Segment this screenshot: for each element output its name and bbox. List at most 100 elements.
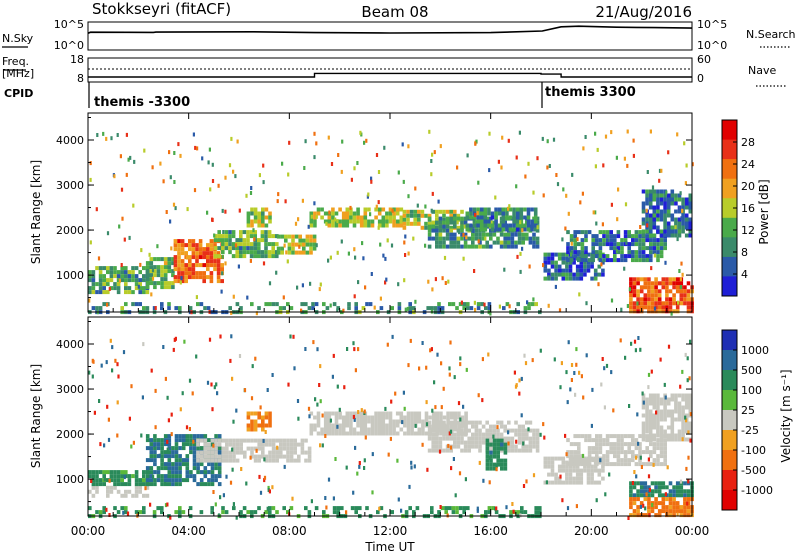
- data-cell: [637, 441, 640, 446]
- data-cell: [172, 202, 176, 207]
- data-cell: [510, 440, 515, 445]
- data-cell: [636, 309, 640, 314]
- data-cell: [349, 211, 353, 216]
- data-cell: [535, 436, 540, 441]
- data-cell: [670, 225, 675, 230]
- data-cell: [612, 408, 615, 413]
- data-cell: [253, 211, 258, 216]
- data-cell: [642, 400, 645, 405]
- data-cell: [214, 446, 218, 451]
- data-cell: [636, 297, 640, 302]
- data-cell: [460, 236, 464, 241]
- data-cell: [289, 446, 294, 451]
- freq-tick-top: 18: [70, 53, 84, 66]
- data-cell: [677, 229, 682, 234]
- data-cell: [116, 282, 121, 287]
- data-cell: [657, 493, 662, 498]
- data-cell: [195, 354, 198, 359]
- data-cell: [570, 363, 574, 367]
- data-cell: [648, 189, 653, 194]
- data-cell: [647, 277, 651, 282]
- data-cell: [356, 431, 360, 436]
- data-cell: [575, 480, 580, 485]
- data-cell: [174, 438, 179, 443]
- data-cell: [142, 306, 146, 311]
- data-cell: [654, 285, 658, 290]
- data-cell: [489, 311, 492, 316]
- data-cell: [666, 413, 671, 418]
- data-cell: [184, 243, 188, 248]
- data-cell: [636, 481, 640, 486]
- data-cell: [413, 464, 416, 469]
- data-cell: [219, 334, 222, 339]
- data-cell: [377, 423, 382, 428]
- data-cell: [300, 442, 305, 447]
- data-cell: [681, 393, 685, 398]
- data-cell: [370, 423, 375, 428]
- data-cell: [178, 466, 182, 471]
- data-cell: [113, 506, 117, 511]
- data-cell: [196, 446, 200, 451]
- data-cell: [639, 301, 644, 306]
- data-cell: [228, 442, 233, 447]
- data-cell: [547, 272, 551, 277]
- data-cell: [160, 269, 164, 274]
- data-cell: [672, 505, 676, 510]
- data-cell: [142, 274, 146, 279]
- data-cell: [131, 290, 135, 295]
- data-cell: [88, 286, 92, 291]
- data-cell: [142, 493, 146, 498]
- data-cell: [221, 510, 225, 515]
- data-cell: [632, 497, 637, 502]
- data-cell: [349, 423, 353, 428]
- data-cell: [185, 454, 190, 459]
- data-cell: [654, 497, 658, 502]
- data-cell: [648, 413, 653, 418]
- data-cell: [89, 161, 92, 166]
- data-cell: [460, 428, 464, 433]
- data-cell: [609, 238, 613, 243]
- data-cell: [250, 219, 254, 224]
- data-cell: [207, 438, 211, 443]
- data-cell: [431, 224, 435, 229]
- data-cell: [597, 472, 602, 477]
- data-cell: [494, 207, 498, 212]
- data-cell: [390, 510, 394, 515]
- data-cell: [300, 308, 303, 313]
- data-cell: [202, 275, 206, 280]
- data-cell: [264, 234, 268, 239]
- data-cell: [304, 438, 308, 443]
- data-cell: [199, 462, 204, 467]
- data-cell: [627, 450, 631, 455]
- data-cell: [643, 305, 648, 310]
- data-cell: [211, 162, 214, 167]
- data-cell: [499, 244, 504, 249]
- data-cell: [385, 431, 389, 436]
- data-cell: [652, 193, 657, 198]
- data-cell: [533, 207, 538, 212]
- data-cell: [302, 238, 306, 243]
- data-cell: [573, 230, 577, 235]
- data-cell: [656, 409, 660, 414]
- data-cell: [192, 439, 195, 444]
- data-cell: [648, 409, 653, 414]
- data-cell: [167, 474, 172, 479]
- data-cell: [221, 446, 225, 451]
- data-cell: [192, 478, 197, 483]
- data-cell: [670, 393, 675, 398]
- data-cell: [463, 244, 468, 249]
- data-cell: [106, 278, 110, 283]
- data-cell: [138, 478, 142, 483]
- data-cell: [616, 250, 621, 255]
- data-cell: [485, 244, 489, 249]
- data-cell: [232, 419, 235, 424]
- data-cell: [609, 462, 613, 467]
- data-cell: [474, 236, 479, 241]
- data-cell: [602, 442, 606, 447]
- data-cell: [431, 436, 435, 441]
- data-cell: [517, 448, 522, 453]
- data-cell: [674, 209, 678, 214]
- data-cell: [184, 267, 188, 272]
- data-cell: [165, 210, 168, 214]
- data-cell: [492, 462, 497, 467]
